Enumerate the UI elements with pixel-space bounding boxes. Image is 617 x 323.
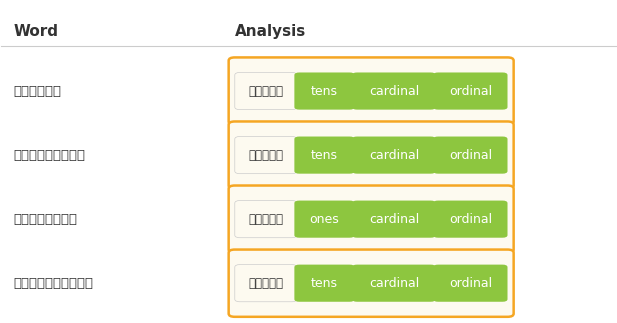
- FancyBboxPatch shape: [294, 265, 355, 302]
- Text: Analysis: Analysis: [235, 24, 306, 39]
- Text: tens: tens: [311, 277, 338, 290]
- Text: tens: tens: [311, 85, 338, 98]
- FancyBboxPatch shape: [235, 265, 297, 302]
- Text: ഒന്ന്: ഒന്ന്: [248, 277, 283, 290]
- Text: ordinal: ordinal: [449, 213, 492, 226]
- Text: ഒന്ന്: ഒന്ന്: [248, 213, 283, 226]
- FancyBboxPatch shape: [352, 72, 436, 109]
- Text: ones: ones: [310, 213, 339, 226]
- FancyBboxPatch shape: [433, 137, 508, 174]
- Text: രണ്ട്: രണ്ട്: [248, 149, 283, 162]
- FancyBboxPatch shape: [229, 250, 513, 317]
- FancyBboxPatch shape: [229, 57, 513, 125]
- Text: cardinal: cardinal: [369, 149, 419, 162]
- Text: അംപതാം: അംപതാം: [14, 85, 62, 98]
- Text: ഒന്നാമത്: ഒന്നാമത്: [14, 213, 78, 226]
- FancyBboxPatch shape: [235, 72, 297, 109]
- FancyBboxPatch shape: [352, 265, 436, 302]
- FancyBboxPatch shape: [433, 265, 508, 302]
- FancyBboxPatch shape: [433, 201, 508, 238]
- FancyBboxPatch shape: [294, 137, 355, 174]
- FancyBboxPatch shape: [352, 137, 436, 174]
- FancyBboxPatch shape: [229, 185, 513, 253]
- Text: cardinal: cardinal: [369, 213, 419, 226]
- Text: ordinal: ordinal: [449, 149, 492, 162]
- Text: അഞ്ച്: അഞ്ച്: [248, 85, 283, 98]
- FancyBboxPatch shape: [235, 137, 297, 174]
- Text: tens: tens: [311, 149, 338, 162]
- Text: cardinal: cardinal: [369, 277, 419, 290]
- Text: ordinal: ordinal: [449, 277, 492, 290]
- FancyBboxPatch shape: [294, 72, 355, 109]
- Text: cardinal: cardinal: [369, 85, 419, 98]
- FancyBboxPatch shape: [235, 201, 297, 238]
- Text: ordinal: ordinal: [449, 85, 492, 98]
- FancyBboxPatch shape: [352, 201, 436, 238]
- FancyBboxPatch shape: [294, 201, 355, 238]
- Text: Word: Word: [14, 24, 59, 39]
- FancyBboxPatch shape: [433, 72, 508, 109]
- FancyBboxPatch shape: [229, 121, 513, 189]
- Text: പത്ഥാമത്തെ: പത്ഥാമത്തെ: [14, 277, 94, 290]
- Text: ഇരുപതാമത്: ഇരുപതാമത്: [14, 149, 86, 162]
